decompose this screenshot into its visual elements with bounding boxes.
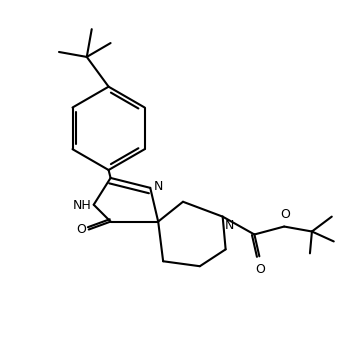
Text: O: O xyxy=(280,208,290,221)
Text: O: O xyxy=(256,263,265,276)
Text: O: O xyxy=(76,223,86,236)
Text: N: N xyxy=(154,180,164,193)
Text: N: N xyxy=(225,219,234,232)
Text: NH: NH xyxy=(73,199,92,212)
